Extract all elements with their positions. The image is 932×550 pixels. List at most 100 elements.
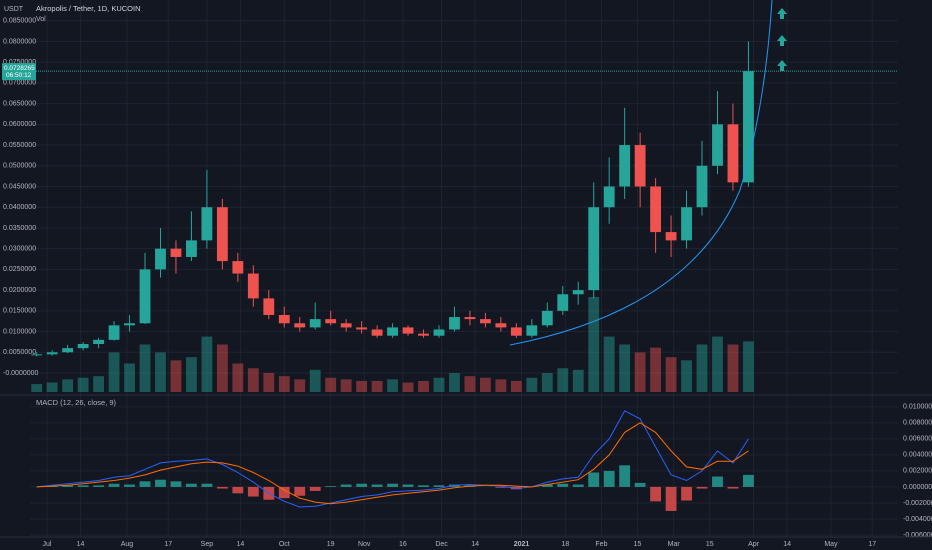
macd-histogram-bar xyxy=(665,486,677,511)
volume-bar xyxy=(418,380,429,392)
volume-bar xyxy=(247,368,259,392)
volume-bar xyxy=(449,373,460,392)
macd-histogram-bar xyxy=(433,485,445,487)
x-tick-label: 14 xyxy=(237,541,245,548)
macd-histogram-bar xyxy=(247,486,259,497)
macd-histogram-bar xyxy=(650,486,662,502)
macd-histogram-bar xyxy=(108,483,120,487)
volume-bar xyxy=(464,376,476,392)
candle-body xyxy=(402,327,414,334)
volume-bar xyxy=(155,352,166,392)
macd-histogram-bar xyxy=(495,486,507,488)
volume-bar xyxy=(727,344,739,392)
x-tick-label: 14 xyxy=(783,541,791,548)
macd-histogram-bar xyxy=(541,484,553,487)
volume-bar xyxy=(495,379,507,392)
macd-histogram-bar xyxy=(712,476,723,487)
candle-body xyxy=(247,273,259,299)
macd-histogram-bar xyxy=(170,481,182,487)
volume-bar xyxy=(603,336,615,392)
y-tick-label: 0.0550000 xyxy=(3,142,36,149)
volume-bar xyxy=(31,384,43,392)
y-tick-label: 0.0300000 xyxy=(3,246,36,253)
x-tick-label: 17 xyxy=(164,541,172,548)
volume-bar xyxy=(510,380,522,392)
x-tick-label: May xyxy=(824,541,838,548)
x-tick-label: Jul xyxy=(43,541,52,548)
candle-body xyxy=(727,124,739,183)
x-tick-label: Sep xyxy=(201,541,214,548)
candle-body xyxy=(77,343,89,349)
x-tick-label: 15 xyxy=(706,541,714,548)
macd-histogram-bar xyxy=(278,486,290,499)
macd-histogram-bar xyxy=(681,486,692,501)
volume-bar xyxy=(433,377,445,392)
x-tick-label: 14 xyxy=(471,541,479,548)
macd-histogram-bar xyxy=(124,484,135,487)
candle-body xyxy=(681,207,692,241)
volume-bar xyxy=(402,382,414,392)
volume-bar xyxy=(479,377,491,392)
y-tick-label: 0.0450000 xyxy=(3,183,36,190)
candle-body xyxy=(743,71,754,183)
y-tick-label: 0.0700000 xyxy=(3,80,36,87)
candle-body xyxy=(309,319,321,328)
macd-line xyxy=(36,410,749,508)
unit: USDT xyxy=(4,6,24,13)
macd-histogram-bar xyxy=(201,483,213,487)
macd-histogram-bar xyxy=(634,482,646,487)
y-tick-label: 0.0150000 xyxy=(3,308,36,315)
candle-body xyxy=(278,314,290,324)
candle-body xyxy=(340,323,352,328)
x-tick-label: 16 xyxy=(399,541,407,548)
y-tick-label: 0.0050000 xyxy=(3,349,36,356)
x-tick-label: Mar xyxy=(668,541,681,548)
volume-bar xyxy=(62,379,74,392)
y-tick-label: 0.0500000 xyxy=(3,163,36,170)
candle-body xyxy=(155,248,166,270)
volume-bar xyxy=(170,360,182,392)
x-tick-label: Nov xyxy=(358,541,371,548)
x-tick-label: 2021 xyxy=(514,541,530,548)
candle-body xyxy=(557,294,569,311)
volume-bar xyxy=(294,379,306,392)
candle-body xyxy=(108,325,120,340)
candle-body xyxy=(186,240,197,257)
candle-body xyxy=(479,319,491,324)
x-tick-label: 18 xyxy=(561,541,569,548)
arrows xyxy=(777,8,787,71)
x-tick-label: Dec xyxy=(435,541,448,548)
volume-bar xyxy=(541,373,553,392)
candle-body xyxy=(712,124,723,166)
macd-histogram-bar xyxy=(743,474,754,487)
volume-bar xyxy=(634,352,646,392)
volume-bar xyxy=(46,382,58,392)
y-tick-label: 0.0350000 xyxy=(3,225,36,232)
x-tick-label: Feb xyxy=(595,541,607,548)
volume-bar xyxy=(124,363,135,392)
candle-body xyxy=(93,339,105,344)
volume-bar xyxy=(387,379,398,392)
candle-body xyxy=(696,165,708,208)
macd-histogram-bar xyxy=(186,483,197,487)
volume-bar xyxy=(588,297,600,392)
macd-histogram-bar xyxy=(309,486,321,491)
macd-histogram-bar xyxy=(232,486,244,494)
volume-bar xyxy=(340,379,352,392)
x-tick-label: 17 xyxy=(868,541,876,548)
candle-body xyxy=(371,329,383,336)
candle-body xyxy=(418,333,429,336)
drawn-curve xyxy=(509,0,773,346)
y-tick-label: 0.0400000 xyxy=(3,204,36,211)
y-tick-label: 0.0800000 xyxy=(3,38,36,45)
y-tick-label: 0.0600000 xyxy=(3,121,36,128)
macd-histogram-bar xyxy=(139,481,151,487)
candle-body xyxy=(201,207,213,241)
macd-histogram-bar xyxy=(155,479,166,487)
macd-histogram-bar xyxy=(696,486,708,489)
